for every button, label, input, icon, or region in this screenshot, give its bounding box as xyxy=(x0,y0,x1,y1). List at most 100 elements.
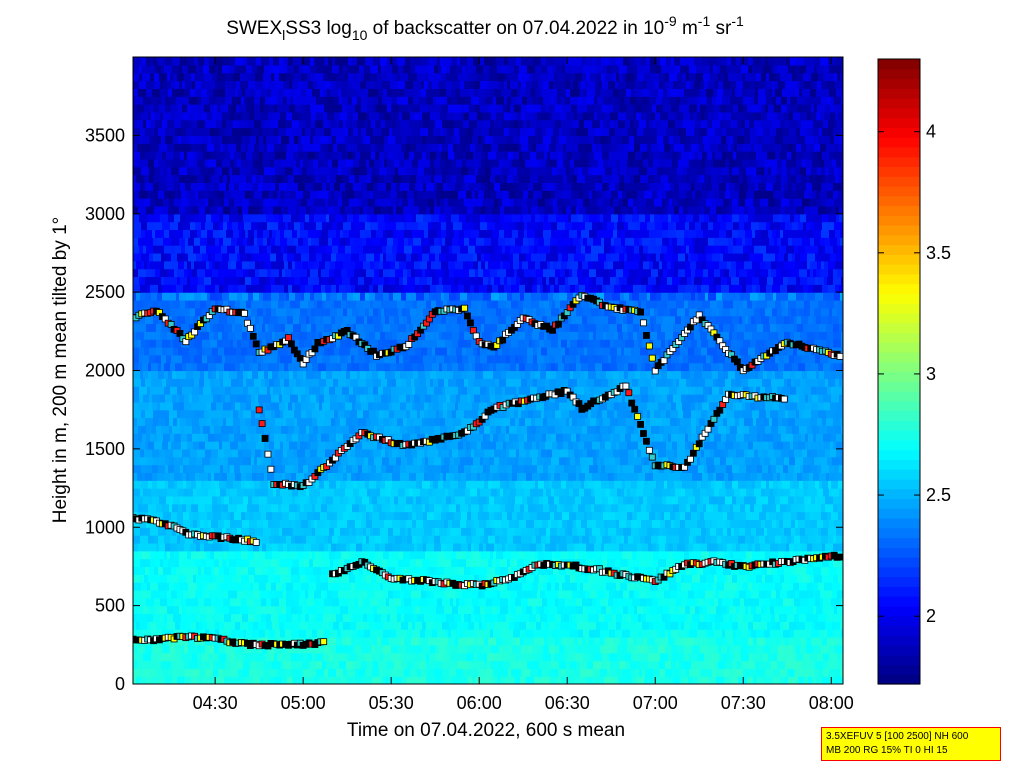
field-cell xyxy=(736,605,740,615)
field-cell xyxy=(169,409,178,419)
field-cell xyxy=(388,448,393,458)
field-cell xyxy=(622,644,628,654)
field-cell xyxy=(486,472,490,481)
field-cell xyxy=(516,542,523,552)
field-cell xyxy=(666,448,675,458)
field-cell xyxy=(140,652,144,662)
field-cell xyxy=(594,550,603,560)
field-cell xyxy=(510,660,517,669)
field-cell xyxy=(633,495,640,505)
field-cell xyxy=(243,495,249,505)
field-cell xyxy=(415,401,422,411)
field-cell xyxy=(702,472,709,481)
plot-area xyxy=(132,56,844,685)
field-cell xyxy=(223,597,231,607)
field-cell xyxy=(738,676,742,684)
field-cell xyxy=(308,589,315,599)
field-cell xyxy=(153,574,161,583)
field-cell xyxy=(332,535,339,544)
field-cell xyxy=(269,448,276,458)
field-cell xyxy=(589,535,597,544)
field-cell xyxy=(745,472,751,481)
field-cell xyxy=(812,621,816,630)
field-cell xyxy=(369,409,377,419)
field-cell xyxy=(304,503,313,513)
field-cell xyxy=(650,613,657,622)
field-cell xyxy=(557,574,566,583)
field-cell xyxy=(173,652,177,662)
field-cell xyxy=(215,433,222,442)
field-cell xyxy=(225,394,231,403)
field-cell xyxy=(332,644,337,654)
field-cell xyxy=(288,456,296,466)
field-cell xyxy=(708,480,712,489)
field-cell xyxy=(174,464,181,473)
field-cell xyxy=(204,378,211,387)
field-cell xyxy=(773,676,781,684)
field-cell xyxy=(591,582,599,591)
field-cell xyxy=(644,401,648,411)
field-cell xyxy=(656,660,660,669)
field-cell xyxy=(582,597,590,607)
field-cell xyxy=(145,401,150,411)
field-cell xyxy=(378,660,387,669)
field-cell xyxy=(292,621,301,630)
field-cell xyxy=(495,386,503,395)
field-cell xyxy=(316,558,325,568)
field-cell xyxy=(145,472,153,481)
field-cell xyxy=(362,495,370,505)
field-cell xyxy=(539,527,547,536)
field-cell xyxy=(217,495,222,505)
field-cell xyxy=(495,535,500,544)
field-cell xyxy=(573,519,577,528)
field-cell xyxy=(212,503,221,513)
field-cell xyxy=(671,636,676,646)
field-cell xyxy=(798,519,806,528)
field-cell xyxy=(811,448,818,458)
field-cell xyxy=(391,488,399,497)
field-cell xyxy=(625,660,631,669)
field-cell xyxy=(321,644,325,654)
field-cell xyxy=(283,417,287,426)
field-cell xyxy=(506,589,511,599)
field-cell xyxy=(386,660,395,669)
field-cell xyxy=(479,597,487,607)
field-cell xyxy=(150,621,157,630)
field-cell xyxy=(560,503,565,513)
field-cell xyxy=(764,629,771,638)
field-cell xyxy=(605,464,614,473)
field-cell xyxy=(591,409,598,419)
field-cell xyxy=(318,425,323,434)
field-cell xyxy=(604,456,610,466)
field-cell xyxy=(697,629,705,638)
field-cell xyxy=(296,472,305,481)
field-cell xyxy=(166,629,175,638)
field-cell xyxy=(507,527,516,536)
field-cell xyxy=(356,511,363,521)
field-cell xyxy=(417,582,422,591)
field-cell xyxy=(493,433,499,442)
field-cell xyxy=(596,448,600,458)
field-cell xyxy=(789,644,793,654)
field-cell xyxy=(458,644,467,654)
field-cell xyxy=(216,676,225,684)
field-cell xyxy=(829,464,835,473)
field-cell xyxy=(737,574,742,583)
field-cell xyxy=(397,605,405,615)
field-cell xyxy=(410,558,417,568)
field-cell xyxy=(497,589,501,599)
field-cell xyxy=(652,542,657,552)
field-cell xyxy=(832,582,841,591)
field-cell xyxy=(435,621,440,630)
field-cell xyxy=(624,636,629,646)
field-cell xyxy=(589,597,593,607)
field-cell xyxy=(745,456,753,466)
field-cell xyxy=(177,480,184,489)
field-cell xyxy=(627,511,633,521)
field-cell xyxy=(444,605,453,615)
field-cell xyxy=(467,433,476,442)
field-cell xyxy=(176,566,183,575)
field-cell xyxy=(506,613,510,622)
field-cell xyxy=(372,519,379,528)
field-cell xyxy=(143,495,150,505)
